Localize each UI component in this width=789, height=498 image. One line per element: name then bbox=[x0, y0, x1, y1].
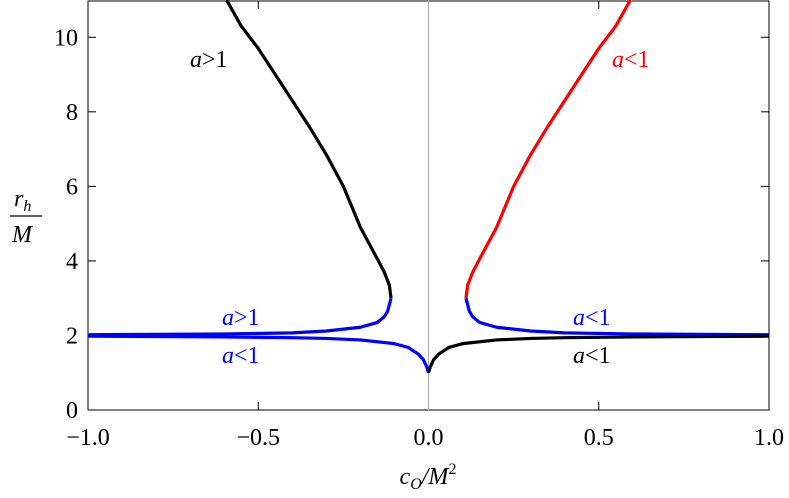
annotation-text: <1 bbox=[624, 47, 650, 73]
annotation-italic: a bbox=[190, 47, 202, 73]
y-label-sub: h bbox=[23, 198, 31, 215]
curve bbox=[225, 0, 393, 299]
x-tick-label: −0.5 bbox=[236, 425, 280, 451]
x-tick-label: 0.5 bbox=[584, 425, 614, 451]
annotation-italic: a bbox=[573, 305, 585, 331]
y-tick-label: 2 bbox=[66, 323, 78, 349]
x-tick-label: 1.0 bbox=[754, 425, 784, 451]
annotation-text: <1 bbox=[234, 343, 260, 369]
y-tick-label: 4 bbox=[66, 249, 78, 275]
y-label-numerator: r bbox=[14, 186, 24, 212]
curve bbox=[464, 0, 632, 299]
x-label-sub: O bbox=[410, 476, 422, 493]
annotation-italic: a bbox=[222, 305, 234, 331]
x-tick-label: 0.0 bbox=[414, 425, 444, 451]
curve bbox=[464, 297, 769, 337]
x-label-sup: 2 bbox=[448, 461, 456, 478]
annotation: a>1 bbox=[190, 47, 228, 73]
curve bbox=[88, 297, 393, 337]
annotation: a<1 bbox=[612, 47, 650, 73]
x-axis-label: cO/M2 bbox=[400, 461, 457, 493]
y-tick-label: 10 bbox=[54, 25, 78, 51]
curve bbox=[88, 334, 431, 374]
annotation-text: >1 bbox=[202, 47, 228, 73]
annotation-italic: a bbox=[612, 47, 624, 73]
annotation: a<1 bbox=[573, 343, 611, 369]
annotation: a>1 bbox=[222, 305, 260, 331]
x-tick-label: −1.0 bbox=[66, 425, 110, 451]
y-label-num: rh bbox=[14, 186, 31, 215]
x-label-base: c bbox=[400, 464, 411, 490]
annotation-text: <1 bbox=[585, 305, 611, 331]
y-tick-label: 0 bbox=[66, 398, 78, 424]
annotation: a<1 bbox=[573, 305, 611, 331]
annotation-italic: a bbox=[573, 343, 585, 369]
y-tick-label: 6 bbox=[66, 174, 78, 200]
x-label-mid: /M bbox=[420, 464, 451, 490]
curve bbox=[426, 334, 769, 374]
annotation-text: >1 bbox=[234, 305, 260, 331]
y-tick-label: 8 bbox=[66, 100, 78, 126]
annotation: a<1 bbox=[222, 343, 260, 369]
annotation-text: <1 bbox=[585, 343, 611, 369]
annotation-italic: a bbox=[222, 343, 234, 369]
y-label-denominator: M bbox=[11, 222, 34, 248]
